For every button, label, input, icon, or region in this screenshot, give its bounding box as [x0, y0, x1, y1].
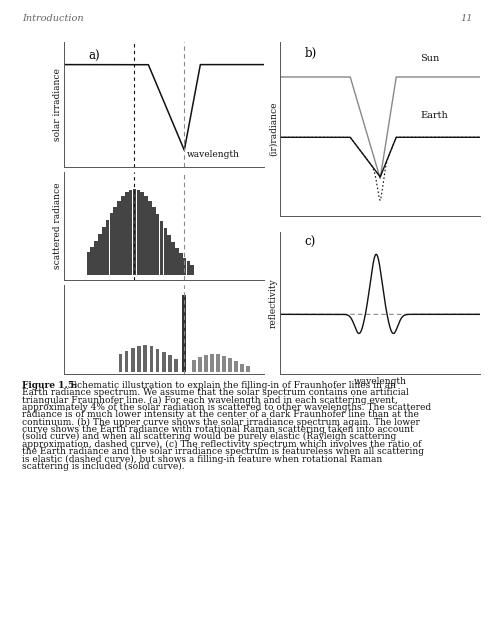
Bar: [156, 349, 159, 372]
Bar: [102, 227, 105, 275]
Text: scattering is included (solid curve).: scattering is included (solid curve).: [22, 462, 185, 471]
Bar: [204, 355, 208, 372]
Text: the Earth radiance and the solar irradiance spectrum is featureless when all sca: the Earth radiance and the solar irradia…: [22, 447, 424, 456]
Text: continuum. (b) The upper curve shows the solar irradiance spectrum again. The lo: continuum. (b) The upper curve shows the…: [22, 417, 420, 427]
Bar: [109, 213, 113, 275]
Text: b): b): [304, 47, 316, 60]
Text: Sun: Sun: [420, 54, 440, 63]
Text: Earth radiance spectrum. We assume that the solar spectrum contains one artifici: Earth radiance spectrum. We assume that …: [22, 388, 409, 397]
Text: curve shows the Earth radiance with rotational Raman scattering taken into accou: curve shows the Earth radiance with rota…: [22, 425, 414, 434]
Bar: [98, 234, 101, 275]
Text: triangular Fraunhofer line. (a) For each wavelength and in each scattering event: triangular Fraunhofer line. (a) For each…: [22, 396, 398, 404]
Bar: [247, 366, 250, 372]
Bar: [129, 189, 133, 275]
Text: a): a): [88, 51, 100, 63]
Bar: [168, 355, 172, 372]
Bar: [160, 221, 163, 275]
Bar: [187, 262, 190, 275]
Bar: [144, 345, 147, 372]
Bar: [171, 242, 175, 275]
Y-axis label: solar irradiance: solar irradiance: [52, 68, 61, 141]
Bar: [149, 346, 153, 372]
Bar: [193, 360, 196, 372]
Text: is elastic (dashed curve), but shows a filling-in feature when rotational Raman: is elastic (dashed curve), but shows a f…: [22, 454, 383, 463]
Text: Earth: Earth: [420, 111, 448, 120]
Bar: [235, 361, 238, 372]
Bar: [137, 346, 141, 372]
Bar: [222, 356, 226, 372]
Bar: [156, 214, 159, 275]
Bar: [121, 196, 125, 275]
Bar: [141, 192, 144, 275]
Bar: [179, 253, 183, 275]
Text: c): c): [304, 236, 315, 249]
Text: wavelength: wavelength: [187, 150, 240, 159]
Y-axis label: scattered radiance: scattered radiance: [52, 182, 61, 269]
Bar: [167, 235, 171, 275]
Y-axis label: (ir)radiance: (ir)radiance: [268, 102, 278, 156]
Bar: [175, 248, 179, 275]
Bar: [91, 247, 94, 275]
Bar: [87, 252, 90, 275]
Text: radiance is of much lower intensity at the center of a dark Fraunhofer line than: radiance is of much lower intensity at t…: [22, 410, 419, 419]
Bar: [125, 351, 128, 372]
Bar: [117, 200, 121, 275]
Bar: [163, 228, 167, 275]
Text: approximately 4% of the solar radiation is scattered to other wavelengths. The s: approximately 4% of the solar radiation …: [22, 403, 432, 412]
Bar: [137, 189, 140, 275]
Text: 11: 11: [460, 14, 473, 23]
Bar: [113, 207, 117, 275]
Bar: [148, 201, 152, 275]
Text: Introduction: Introduction: [22, 14, 84, 23]
Text: Schematic illustration to explain the filling-in of Fraunhofer lines in an: Schematic illustration to explain the fi…: [68, 381, 396, 390]
Bar: [183, 257, 187, 275]
Bar: [241, 364, 244, 372]
Bar: [133, 189, 136, 275]
Text: (solid curve) and when all scattering would be purely elastic (Rayleigh scatteri: (solid curve) and when all scattering wo…: [22, 433, 396, 442]
Bar: [183, 294, 186, 372]
Bar: [175, 359, 178, 372]
Bar: [118, 355, 122, 372]
Bar: [125, 192, 129, 275]
Bar: [191, 264, 194, 275]
Bar: [162, 352, 166, 372]
Bar: [229, 358, 232, 372]
Bar: [106, 220, 109, 275]
X-axis label: wavelength: wavelength: [354, 377, 407, 386]
Bar: [144, 196, 148, 275]
Bar: [152, 207, 155, 275]
Y-axis label: reflectivity: reflectivity: [268, 278, 278, 328]
Bar: [210, 354, 214, 372]
Bar: [131, 348, 135, 372]
Text: approximation, dashed curve). (c) The reflectivity spectrum which involves the r: approximation, dashed curve). (c) The re…: [22, 440, 422, 449]
Text: Figure 1.5:: Figure 1.5:: [22, 381, 78, 390]
Bar: [216, 355, 220, 372]
Bar: [198, 357, 202, 372]
Bar: [94, 241, 98, 275]
